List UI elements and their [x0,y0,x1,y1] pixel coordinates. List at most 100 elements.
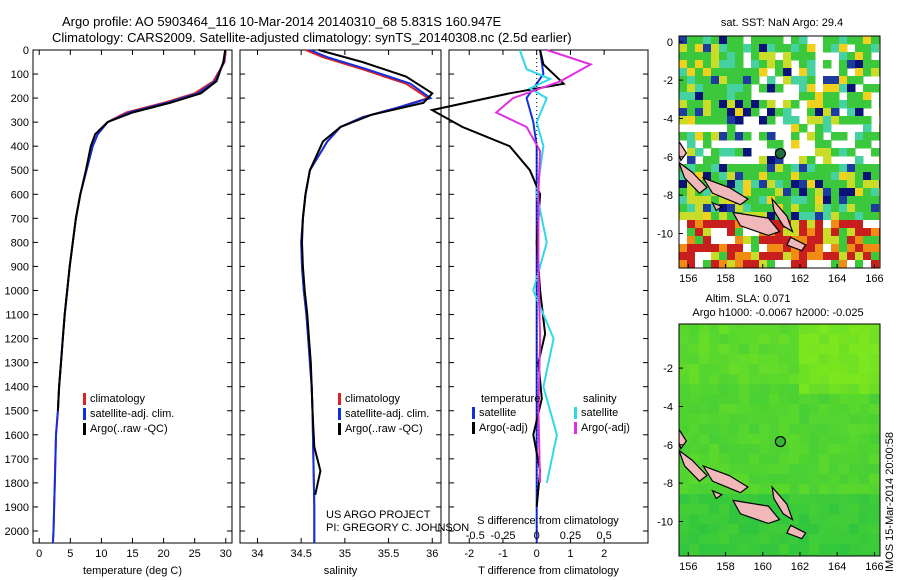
map-cell [775,260,784,268]
map-cell [703,220,712,229]
map-cell [703,100,712,109]
map-cell [739,494,750,505]
map-cell [719,504,730,515]
map-cell [839,68,848,77]
map-cell [791,164,800,173]
map-cell [749,444,760,455]
map-cell [809,404,820,415]
map-cell [729,444,740,455]
legend-label: Argo(..raw -QC) [345,423,423,435]
map-cell [735,172,744,181]
map-cell [829,394,840,405]
map-cell [799,44,808,53]
map-cell [807,76,816,85]
map-cell [879,324,880,335]
map-cell [759,236,768,245]
map-cell [829,534,840,545]
map-cell [847,116,856,125]
map-cell [769,444,780,455]
map-cell [767,108,776,117]
map-cell [767,196,776,205]
map-cell [807,228,816,237]
map-cell [759,424,770,435]
map-cell [687,260,696,268]
map-cell [679,514,690,525]
map-cell [779,374,790,385]
map-x-tick-label: 160 [754,561,772,573]
map-cell [759,534,770,545]
map-cell [819,404,830,415]
map-cell [679,494,690,505]
map-cell [779,494,790,505]
map-cell [695,44,704,53]
map-cell [743,148,752,157]
y-tick-label: 1900 [5,502,29,514]
map-cell [727,36,736,45]
map-cell [759,344,770,355]
map-cell [779,364,790,375]
map-cell [743,180,752,189]
map-cell [847,252,856,261]
map-cell [839,132,848,141]
map-cell [687,140,696,149]
map-cell [855,196,864,205]
map-cell [679,52,688,61]
map-cell [809,504,820,515]
map-cell [807,172,816,181]
map-cell [869,464,880,475]
map-cell [815,124,824,133]
map-cell [743,236,752,245]
map-cell [879,414,880,425]
legend-swatch [472,407,475,419]
map-cell [859,414,870,425]
map-cell [679,344,690,355]
map-cell [687,188,696,197]
map-cell [687,116,696,125]
map-cell [759,244,768,253]
y-tick-label: 200 [11,93,29,105]
map-cell [819,544,830,555]
map-cell [769,544,780,555]
map-cell [863,68,872,77]
map-cell [749,374,760,385]
map-cell [687,196,696,205]
y-tick-label: 2000 [5,526,29,538]
map-cell [775,140,784,149]
map-cell [839,384,850,395]
map-cell [807,52,816,61]
map-cell [735,180,744,189]
top-tick-label: -0.25 [490,530,515,542]
map-cell [767,36,776,45]
map-cell [687,132,696,141]
map-cell [727,108,736,117]
map-cell [799,212,808,221]
map-cell [847,180,856,189]
map-cell [791,124,800,133]
map-cell [695,36,704,45]
map-cell [869,424,880,435]
map-cell [783,252,792,261]
map-cell [809,544,820,555]
island-shape [731,499,781,525]
map-cell [847,84,856,93]
map-cell [847,36,856,45]
top-tick-label: -0.5 [466,530,485,542]
map-cell [687,236,696,245]
map-cell [839,394,850,405]
map-cell [727,84,736,93]
map-cell [729,464,740,475]
map-cell [839,414,850,425]
map-cell [847,172,856,181]
map-cell [743,76,752,85]
map-cell [759,434,770,445]
map-cell [699,524,710,535]
map-y-tick-label: 0 [667,37,673,49]
map-cell [829,404,840,415]
map-cell [783,172,792,181]
map-cell [823,220,832,229]
map-cell [869,384,880,395]
map-cell [871,212,880,221]
map-cell [749,484,760,495]
map-cell [829,374,840,385]
map-x-tick-label: 166 [865,273,883,285]
